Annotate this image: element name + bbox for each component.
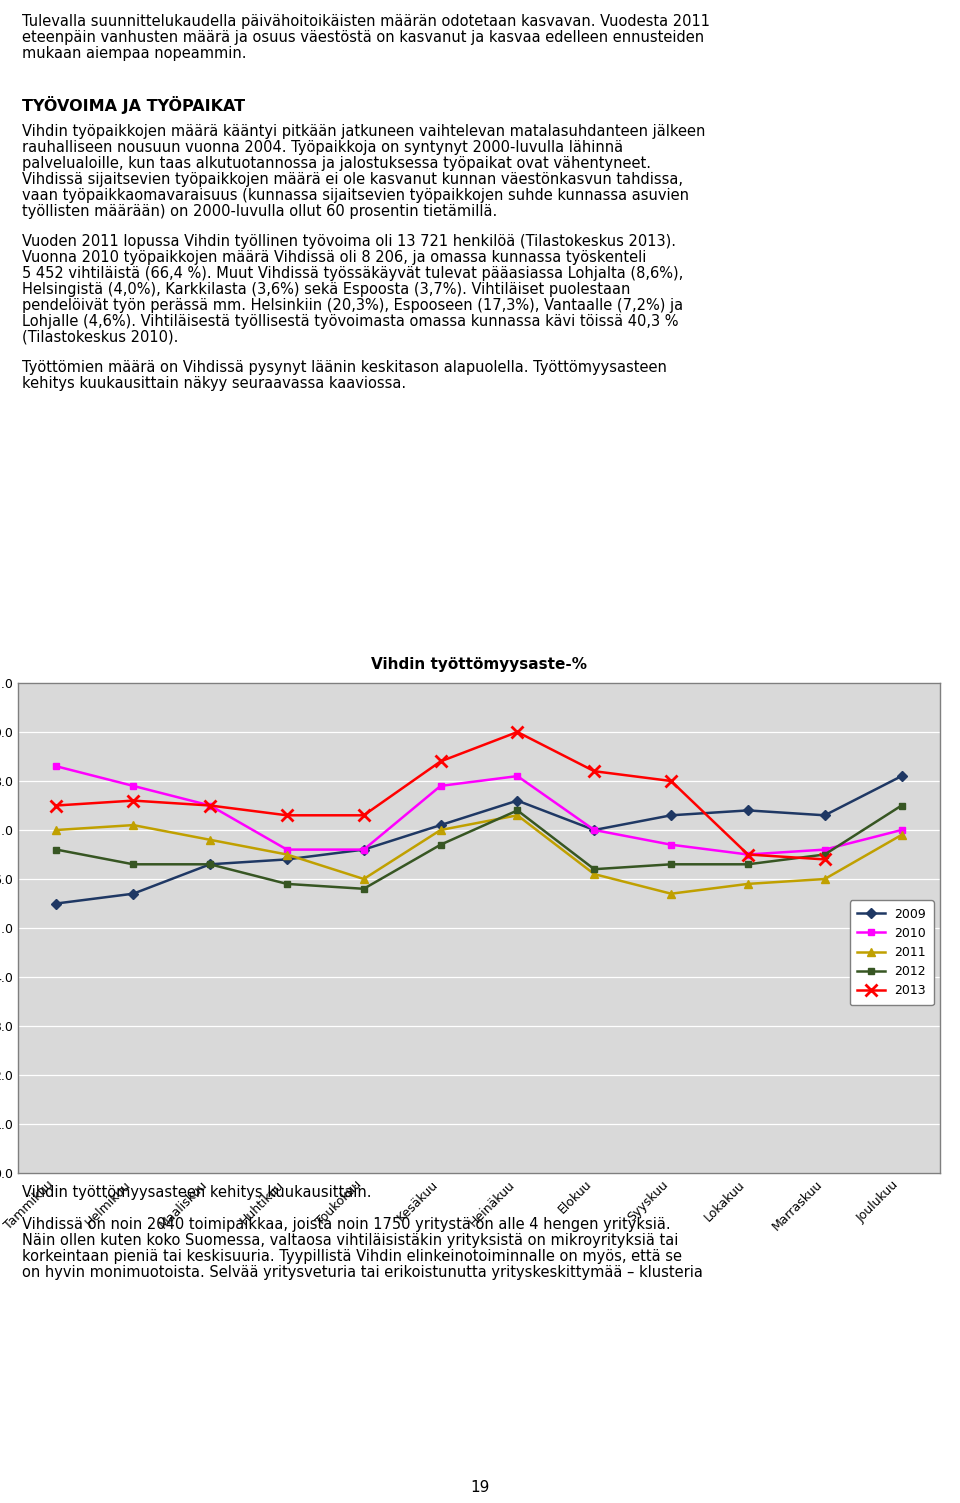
2010 — [281, 840, 293, 858]
2012 — [588, 860, 600, 878]
2011 — [358, 870, 370, 888]
Text: Helsingistä (4,0%), Karkkilasta (3,6%) sekä Espoosta (3,7%). Vihtiläiset puolest: Helsingistä (4,0%), Karkkilasta (3,6%) s… — [22, 283, 631, 298]
Text: on hyvin monimuotoista. Selvää yritysveturia tai erikoistunutta yrityskeskittymä: on hyvin monimuotoista. Selvää yritysvet… — [22, 1266, 703, 1281]
Text: Näin ollen kuten koko Suomessa, valtaosa vihtiläisistäkin yrityksistä on mikroyr: Näin ollen kuten koko Suomessa, valtaosa… — [22, 1232, 679, 1247]
2012 — [128, 855, 139, 873]
Text: Vuonna 2010 työpaikkojen määrä Vihdissä oli 8 206, ja omassa kunnassa työskentel: Vuonna 2010 työpaikkojen määrä Vihdissä … — [22, 249, 646, 265]
2011 — [896, 825, 907, 843]
2010 — [435, 777, 446, 795]
Text: Vihdissä on noin 2040 toimipaikkaa, joista noin 1750 yritystä on alle 4 hengen y: Vihdissä on noin 2040 toimipaikkaa, jois… — [22, 1217, 671, 1232]
2012 — [896, 797, 907, 815]
2009 — [819, 806, 830, 824]
2013 — [204, 797, 216, 815]
2011 — [588, 866, 600, 884]
2012 — [742, 855, 754, 873]
Text: 5 452 vihtiläistä (66,4 %). Muut Vihdissä työssäkäyvät tulevat pääasiassa Lohjal: 5 452 vihtiläistä (66,4 %). Muut Vihdiss… — [22, 266, 684, 281]
2010 — [51, 758, 62, 776]
Text: Vuoden 2011 lopussa Vihdin työllinen työvoima oli 13 721 henkilöä (Tilastokeskus: Vuoden 2011 lopussa Vihdin työllinen työ… — [22, 234, 676, 249]
Text: (Tilastokeskus 2010).: (Tilastokeskus 2010). — [22, 331, 179, 346]
2011 — [51, 821, 62, 839]
2010 — [819, 840, 830, 858]
2009 — [204, 855, 216, 873]
2012 — [51, 840, 62, 858]
2013 — [512, 723, 523, 741]
2010 — [665, 836, 677, 854]
2011 — [665, 885, 677, 903]
2012 — [204, 855, 216, 873]
Text: Vihdin työttömyysasteen kehitys kuukausittain.: Vihdin työttömyysasteen kehitys kuukausi… — [22, 1184, 372, 1199]
2012 — [512, 801, 523, 819]
2011 — [281, 846, 293, 864]
Text: kehitys kuukausittain näkyy seuraavassa kaaviossa.: kehitys kuukausittain näkyy seuraavassa … — [22, 376, 406, 391]
2009 — [742, 801, 754, 819]
Text: 19: 19 — [470, 1480, 490, 1495]
Line: 2013: 2013 — [51, 726, 830, 864]
2013 — [435, 753, 446, 771]
2009 — [358, 840, 370, 858]
2012 — [819, 846, 830, 864]
Text: Tulevalla suunnittelukaudella päivähoitoikäisten määrän odotetaan kasvavan. Vuod: Tulevalla suunnittelukaudella päivähoito… — [22, 14, 710, 29]
Legend: 2009, 2010, 2011, 2012, 2013: 2009, 2010, 2011, 2012, 2013 — [850, 900, 934, 1006]
Text: mukaan aiempaa nopeammin.: mukaan aiempaa nopeammin. — [22, 47, 247, 62]
2013 — [358, 806, 370, 824]
Text: pendelöivät työn perässä mm. Helsinkiin (20,3%), Espooseen (17,3%), Vantaalle (7: pendelöivät työn perässä mm. Helsinkiin … — [22, 298, 684, 313]
Line: 2009: 2009 — [53, 773, 905, 906]
2012 — [358, 879, 370, 897]
2009 — [512, 792, 523, 810]
2013 — [819, 851, 830, 869]
Text: eteenpäin vanhusten määrä ja osuus väestöstä on kasvanut ja kasvaa edelleen ennu: eteenpäin vanhusten määrä ja osuus väest… — [22, 30, 704, 45]
2013 — [665, 773, 677, 791]
2013 — [742, 846, 754, 864]
2009 — [128, 885, 139, 903]
2011 — [742, 875, 754, 893]
2011 — [204, 831, 216, 849]
2009 — [51, 894, 62, 912]
Text: Lohjalle (4,6%). Vihtiläisestä työllisestä työvoimasta omassa kunnassa kävi töis: Lohjalle (4,6%). Vihtiläisestä työllises… — [22, 314, 679, 329]
2010 — [896, 821, 907, 839]
2012 — [281, 875, 293, 893]
2013 — [51, 797, 62, 815]
2010 — [358, 840, 370, 858]
Text: työllisten määrään) on 2000-luvulla ollut 60 prosentin tietämillä.: työllisten määrään) on 2000-luvulla ollu… — [22, 204, 497, 219]
2011 — [128, 816, 139, 834]
Text: rauhalliseen nousuun vuonna 2004. Työpaikkoja on syntynyt 2000-luvulla lähinnä: rauhalliseen nousuun vuonna 2004. Työpai… — [22, 140, 623, 155]
2009 — [665, 806, 677, 824]
2011 — [512, 806, 523, 824]
Text: palvelualoille, kun taas alkutuotannossa ja jalostuksessa työpaikat ovat vähenty: palvelualoille, kun taas alkutuotannossa… — [22, 156, 651, 171]
2013 — [128, 792, 139, 810]
2010 — [742, 846, 754, 864]
Line: 2010: 2010 — [53, 764, 905, 858]
2012 — [435, 836, 446, 854]
2010 — [204, 797, 216, 815]
2012 — [665, 855, 677, 873]
Text: Vihdin työpaikkojen määrä kääntyi pitkään jatkuneen vaihtelevan matalasuhdanteen: Vihdin työpaikkojen määrä kääntyi pitkää… — [22, 125, 706, 138]
Text: korkeintaan pieniä tai keskisuuria. Tyypillistä Vihdin elinkeinotoiminnalle on m: korkeintaan pieniä tai keskisuuria. Tyyp… — [22, 1249, 682, 1264]
2010 — [128, 777, 139, 795]
2009 — [281, 851, 293, 869]
2010 — [512, 767, 523, 785]
2011 — [819, 870, 830, 888]
Text: TYÖVOIMA JA TYÖPAIKAT: TYÖVOIMA JA TYÖPAIKAT — [22, 96, 245, 114]
2009 — [896, 767, 907, 785]
Text: Työttömien määrä on Vihdissä pysynyt läänin keskitason alapuolella. Työttömyysas: Työttömien määrä on Vihdissä pysynyt lää… — [22, 361, 667, 376]
Title: Vihdin työttömyysaste-%: Vihdin työttömyysaste-% — [371, 657, 587, 672]
Text: vaan työpaikkaomavaraisuus (kunnassa sijaitsevien työpaikkojen suhde kunnassa as: vaan työpaikkaomavaraisuus (kunnassa sij… — [22, 188, 689, 203]
2010 — [588, 821, 600, 839]
Line: 2012: 2012 — [53, 803, 905, 893]
2009 — [588, 821, 600, 839]
2009 — [435, 816, 446, 834]
Line: 2011: 2011 — [52, 812, 905, 897]
2013 — [588, 762, 600, 780]
2011 — [435, 821, 446, 839]
2013 — [281, 806, 293, 824]
Text: Vihdissä sijaitsevien työpaikkojen määrä ei ole kasvanut kunnan väestönkasvun ta: Vihdissä sijaitsevien työpaikkojen määrä… — [22, 171, 683, 186]
